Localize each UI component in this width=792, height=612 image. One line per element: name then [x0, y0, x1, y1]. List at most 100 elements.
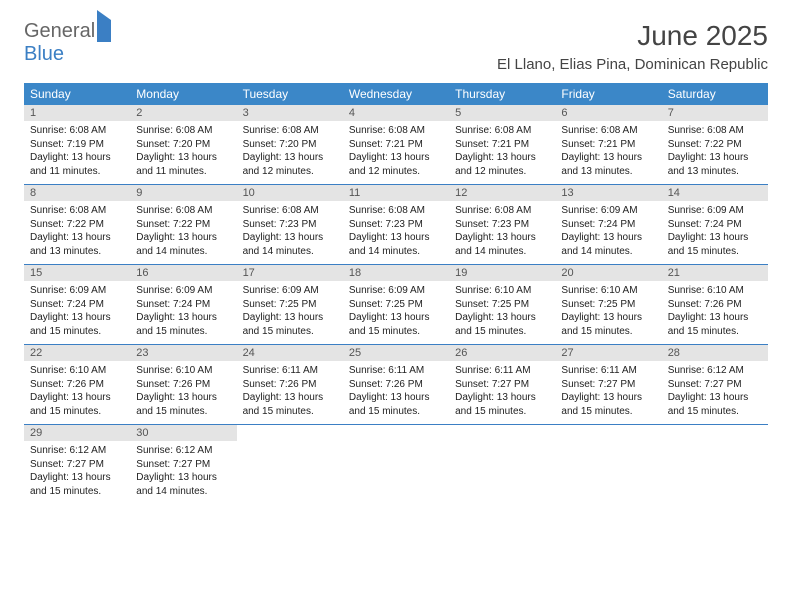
- calendar-day-cell: 7Sunrise: 6:08 AMSunset: 7:22 PMDaylight…: [662, 105, 768, 185]
- calendar-week-row: 29Sunrise: 6:12 AMSunset: 7:27 PMDayligh…: [24, 425, 768, 505]
- sunset-text: Sunset: 7:27 PM: [136, 458, 230, 472]
- daylight-line2: and 14 minutes.: [136, 245, 230, 259]
- day-details: Sunrise: 6:10 AMSunset: 7:25 PMDaylight:…: [555, 281, 661, 344]
- day-number: 29: [24, 425, 130, 441]
- day-number: 3: [237, 105, 343, 121]
- daylight-line2: and 12 minutes.: [455, 165, 549, 179]
- sunrise-text: Sunrise: 6:10 AM: [136, 364, 230, 378]
- calendar-day-cell: ..: [449, 425, 555, 505]
- daylight-line2: and 15 minutes.: [668, 405, 762, 419]
- logo-word-general: General: [24, 20, 95, 42]
- daylight-line2: and 15 minutes.: [455, 405, 549, 419]
- day-number: 26: [449, 345, 555, 361]
- sunrise-text: Sunrise: 6:08 AM: [455, 204, 549, 218]
- daylight-line1: Daylight: 13 hours: [136, 471, 230, 485]
- daylight-line2: and 12 minutes.: [349, 165, 443, 179]
- daylight-line1: Daylight: 13 hours: [349, 151, 443, 165]
- sunset-text: Sunset: 7:24 PM: [561, 218, 655, 232]
- sunset-text: Sunset: 7:27 PM: [455, 378, 549, 392]
- sunset-text: Sunset: 7:23 PM: [455, 218, 549, 232]
- sunset-text: Sunset: 7:26 PM: [668, 298, 762, 312]
- day-number: 12: [449, 185, 555, 201]
- calendar-table: Sunday Monday Tuesday Wednesday Thursday…: [24, 83, 768, 504]
- calendar-week-row: 1Sunrise: 6:08 AMSunset: 7:19 PMDaylight…: [24, 105, 768, 185]
- calendar-week-row: 22Sunrise: 6:10 AMSunset: 7:26 PMDayligh…: [24, 345, 768, 425]
- day-details: Sunrise: 6:10 AMSunset: 7:26 PMDaylight:…: [24, 361, 130, 424]
- sunset-text: Sunset: 7:20 PM: [243, 138, 337, 152]
- calendar-day-cell: 27Sunrise: 6:11 AMSunset: 7:27 PMDayligh…: [555, 345, 661, 425]
- sunrise-text: Sunrise: 6:08 AM: [136, 204, 230, 218]
- sunrise-text: Sunrise: 6:10 AM: [561, 284, 655, 298]
- sunset-text: Sunset: 7:21 PM: [349, 138, 443, 152]
- daylight-line2: and 14 minutes.: [349, 245, 443, 259]
- day-details: Sunrise: 6:08 AMSunset: 7:21 PMDaylight:…: [555, 121, 661, 184]
- calendar-day-cell: 25Sunrise: 6:11 AMSunset: 7:26 PMDayligh…: [343, 345, 449, 425]
- sunset-text: Sunset: 7:22 PM: [30, 218, 124, 232]
- sunset-text: Sunset: 7:27 PM: [30, 458, 124, 472]
- sunrise-text: Sunrise: 6:11 AM: [349, 364, 443, 378]
- calendar-day-cell: 8Sunrise: 6:08 AMSunset: 7:22 PMDaylight…: [24, 185, 130, 265]
- daylight-line2: and 15 minutes.: [349, 405, 443, 419]
- sunrise-text: Sunrise: 6:08 AM: [30, 124, 124, 138]
- sunrise-text: Sunrise: 6:08 AM: [349, 204, 443, 218]
- day-details: Sunrise: 6:10 AMSunset: 7:26 PMDaylight:…: [662, 281, 768, 344]
- day-number: 2: [130, 105, 236, 121]
- daylight-line1: Daylight: 13 hours: [349, 391, 443, 405]
- daylight-line1: Daylight: 13 hours: [455, 151, 549, 165]
- day-number: 22: [24, 345, 130, 361]
- sunrise-text: Sunrise: 6:08 AM: [561, 124, 655, 138]
- daylight-line1: Daylight: 13 hours: [136, 231, 230, 245]
- sunrise-text: Sunrise: 6:08 AM: [668, 124, 762, 138]
- daylight-line1: Daylight: 13 hours: [668, 151, 762, 165]
- calendar-day-cell: ..: [662, 425, 768, 505]
- day-details: Sunrise: 6:08 AMSunset: 7:20 PMDaylight:…: [237, 121, 343, 184]
- daylight-line1: Daylight: 13 hours: [349, 231, 443, 245]
- calendar-day-cell: 18Sunrise: 6:09 AMSunset: 7:25 PMDayligh…: [343, 265, 449, 345]
- sunrise-text: Sunrise: 6:10 AM: [455, 284, 549, 298]
- weekday-header: Monday: [130, 83, 236, 105]
- daylight-line2: and 15 minutes.: [668, 245, 762, 259]
- daylight-line2: and 14 minutes.: [561, 245, 655, 259]
- daylight-line1: Daylight: 13 hours: [243, 151, 337, 165]
- calendar-body: 1Sunrise: 6:08 AMSunset: 7:19 PMDaylight…: [24, 105, 768, 504]
- calendar-day-cell: 19Sunrise: 6:10 AMSunset: 7:25 PMDayligh…: [449, 265, 555, 345]
- sunrise-text: Sunrise: 6:08 AM: [243, 124, 337, 138]
- logo: General Blue: [24, 20, 111, 66]
- sunset-text: Sunset: 7:24 PM: [136, 298, 230, 312]
- daylight-line1: Daylight: 13 hours: [561, 151, 655, 165]
- sunset-text: Sunset: 7:26 PM: [243, 378, 337, 392]
- sunset-text: Sunset: 7:25 PM: [349, 298, 443, 312]
- day-details: Sunrise: 6:12 AMSunset: 7:27 PMDaylight:…: [24, 441, 130, 504]
- daylight-line2: and 13 minutes.: [561, 165, 655, 179]
- sunset-text: Sunset: 7:23 PM: [243, 218, 337, 232]
- day-number: 23: [130, 345, 236, 361]
- sunrise-text: Sunrise: 6:11 AM: [243, 364, 337, 378]
- daylight-line2: and 12 minutes.: [243, 165, 337, 179]
- sunrise-text: Sunrise: 6:10 AM: [668, 284, 762, 298]
- weekday-header: Tuesday: [237, 83, 343, 105]
- sunrise-text: Sunrise: 6:08 AM: [243, 204, 337, 218]
- day-details: Sunrise: 6:10 AMSunset: 7:25 PMDaylight:…: [449, 281, 555, 344]
- daylight-line2: and 15 minutes.: [349, 325, 443, 339]
- daylight-line1: Daylight: 13 hours: [561, 391, 655, 405]
- daylight-line1: Daylight: 13 hours: [243, 311, 337, 325]
- sunset-text: Sunset: 7:26 PM: [136, 378, 230, 392]
- weekday-header: Wednesday: [343, 83, 449, 105]
- logo-triangle-icon: [97, 10, 111, 42]
- sunrise-text: Sunrise: 6:12 AM: [30, 444, 124, 458]
- calendar-day-cell: 21Sunrise: 6:10 AMSunset: 7:26 PMDayligh…: [662, 265, 768, 345]
- calendar-day-cell: ..: [237, 425, 343, 505]
- calendar-day-cell: ..: [555, 425, 661, 505]
- sunrise-text: Sunrise: 6:09 AM: [349, 284, 443, 298]
- daylight-line2: and 13 minutes.: [668, 165, 762, 179]
- calendar-day-cell: 6Sunrise: 6:08 AMSunset: 7:21 PMDaylight…: [555, 105, 661, 185]
- daylight-line1: Daylight: 13 hours: [455, 231, 549, 245]
- sunrise-text: Sunrise: 6:08 AM: [349, 124, 443, 138]
- daylight-line1: Daylight: 13 hours: [455, 311, 549, 325]
- sunset-text: Sunset: 7:23 PM: [349, 218, 443, 232]
- daylight-line1: Daylight: 13 hours: [30, 151, 124, 165]
- daylight-line2: and 13 minutes.: [30, 245, 124, 259]
- weekday-header: Sunday: [24, 83, 130, 105]
- sunset-text: Sunset: 7:20 PM: [136, 138, 230, 152]
- day-details: Sunrise: 6:08 AMSunset: 7:23 PMDaylight:…: [237, 201, 343, 264]
